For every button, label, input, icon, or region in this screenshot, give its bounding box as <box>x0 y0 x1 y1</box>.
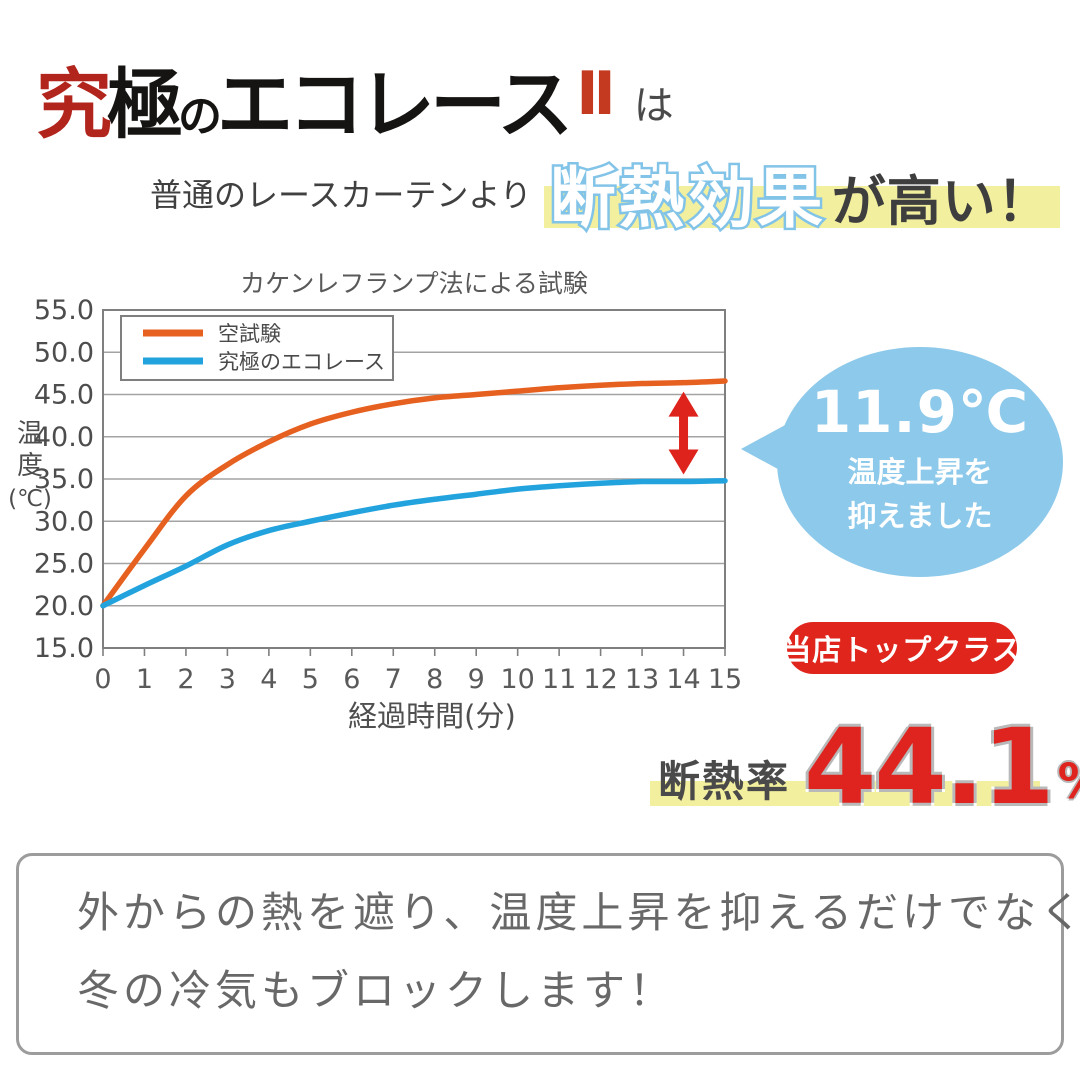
temperature-diff-bubble: 11.9℃ 温度上昇を 抑えました <box>741 347 1063 577</box>
brand-logo: 究極のエコレース Ⅱ は <box>36 10 674 152</box>
temperature-line-chart: カケンレフランプ法による試験15.020.025.030.035.040.045… <box>8 269 742 733</box>
brand-name: 究極のエコレース <box>36 57 573 152</box>
rate-highlight-band <box>650 781 1040 806</box>
x-tick-label: 15 <box>708 664 742 695</box>
y-tick-label: 55.0 <box>34 295 94 326</box>
brand-numeral: Ⅱ <box>576 59 616 129</box>
subheadline: 普通のレースカーテンより 断熱効果 が高い！ <box>150 144 1060 237</box>
subheadline-highlight-group: 断熱効果 が高い！ <box>543 160 1060 237</box>
x-tick-label: 4 <box>260 664 277 695</box>
y-tick-label: 30.0 <box>34 506 94 537</box>
yellow-highlight-band <box>543 186 1060 228</box>
brand-suffix-particle: は <box>633 83 674 129</box>
brand-first-char: 究 <box>36 60 112 149</box>
series-line-空試験 <box>100 378 728 609</box>
y-tick-label: 20.0 <box>34 591 94 622</box>
bubble-caption-line2: 抑えました <box>847 498 993 533</box>
y-tick-label: 35.0 <box>34 464 94 495</box>
footer-line-1: 外からの熱を遮り、温度上昇を抑えるだけでなく <box>77 888 1080 937</box>
brand-particle: の <box>178 91 222 142</box>
x-tick-label: 11 <box>542 664 576 695</box>
y-axis-title: (℃) <box>8 486 52 512</box>
y-axis-title: 度 <box>17 451 43 481</box>
chart-title: カケンレフランプ法による試験 <box>240 269 588 298</box>
bubble-tail <box>741 424 787 474</box>
bubble-caption-line1: 温度上昇を <box>847 455 993 489</box>
x-tick-label: 12 <box>583 664 617 695</box>
top-class-badge: 当店トップクラス <box>782 622 1021 674</box>
y-tick-label: 45.0 <box>34 380 94 411</box>
x-tick-label: 14 <box>666 664 700 695</box>
rate-text-group: 断熱率 44.1 % <box>658 705 1080 828</box>
x-tick-label: 5 <box>302 664 319 695</box>
legend-label-空試験: 空試験 <box>218 322 281 346</box>
x-tick-label: 10 <box>500 664 534 695</box>
brand-rest: 極 <box>107 60 183 149</box>
x-tick-label: 2 <box>177 664 194 695</box>
y-tick-label: 15.0 <box>34 633 94 664</box>
y-axis-title: 温 <box>17 419 43 449</box>
rate-unit: % <box>1056 756 1080 808</box>
x-tick-label: 8 <box>426 664 443 695</box>
brand-product: エコレース <box>217 60 573 149</box>
x-tick-label: 13 <box>625 664 659 695</box>
x-tick-label: 6 <box>343 664 360 695</box>
bubble-caption: 温度上昇を 抑えました <box>847 451 992 538</box>
x-tick-label: 7 <box>385 664 402 695</box>
subheadline-rest: が高い！ <box>831 170 1052 233</box>
footer-line-2: 冬の冷気もブロックします！ <box>77 966 676 1015</box>
rate-label: 断熱率 <box>658 757 791 806</box>
x-tick-label: 3 <box>219 664 236 695</box>
x-tick-label: 9 <box>468 664 485 695</box>
series-line-究極のエコレース <box>100 477 728 609</box>
y-tick-label: 50.0 <box>34 337 94 368</box>
y-tick-label: 40.0 <box>34 422 94 453</box>
legend-box <box>120 315 394 381</box>
x-tick-label: 1 <box>136 664 153 695</box>
subheadline-prefix: 普通のレースカーテンより <box>150 176 532 214</box>
highlight-word: 断熱効果 <box>547 160 826 237</box>
footer-description-box: 外からの熱を遮り、温度上昇を抑えるだけでなく 冬の冷気もブロックします！ <box>16 853 1080 1055</box>
temperature-gap-arrow <box>668 391 699 475</box>
temperature-diff-value: 11.9℃ <box>810 378 1030 446</box>
x-tick-label: 0 <box>94 664 111 695</box>
y-tick-label: 25.0 <box>34 549 94 580</box>
x-axis-title: 経過時間(分) <box>348 699 516 733</box>
rate-value: 44.1 <box>801 705 1058 828</box>
legend-label-究極のエコレース: 究極のエコレース <box>218 350 385 374</box>
insulation-rate: 断熱率 44.1 % <box>644 694 1080 822</box>
